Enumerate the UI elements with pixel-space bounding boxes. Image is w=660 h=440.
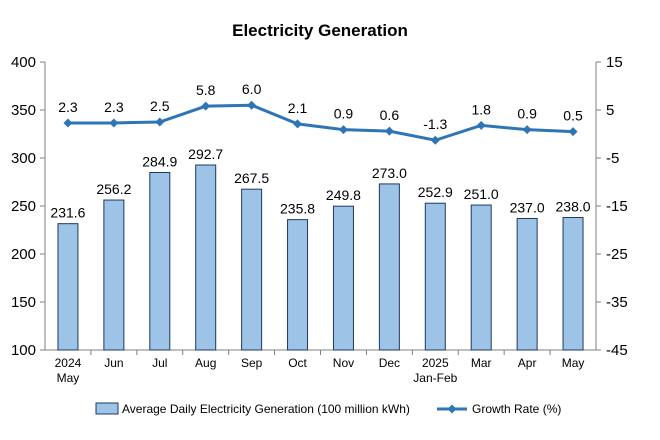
x-tick-label: Jul xyxy=(152,356,167,370)
line-point xyxy=(201,101,211,111)
plot-area: 100 150 200 250 300 350 400 -45 -35 -25 -15 -5 5 15 20… xyxy=(11,54,628,385)
legend: Average Daily Electricity Generation (10… xyxy=(95,402,561,416)
bar xyxy=(562,217,584,351)
line-data-label: -1.3 xyxy=(423,116,447,132)
bar-data-label: 256.2 xyxy=(96,181,131,197)
right-tick-label: 5 xyxy=(606,102,614,119)
line-point xyxy=(384,126,394,136)
line-point xyxy=(522,125,532,135)
right-tick-label: -35 xyxy=(606,294,628,311)
line-data-label: 2.1 xyxy=(288,100,308,116)
line-data-label: 2.3 xyxy=(58,99,78,115)
right-tick-label: -45 xyxy=(606,342,628,359)
bar-data-label: 252.9 xyxy=(418,184,453,200)
right-tick-label: -5 xyxy=(606,150,619,167)
bar-data-label: 284.9 xyxy=(142,153,177,169)
left-tick-label: 100 xyxy=(11,342,36,359)
x-tick-label: Aug xyxy=(195,356,216,370)
bar xyxy=(241,188,263,351)
line-point xyxy=(338,125,348,135)
x-tick-label: May xyxy=(57,371,80,385)
line-point xyxy=(568,127,578,137)
line-point xyxy=(293,119,303,129)
bar xyxy=(195,164,217,351)
bar-data-label: 249.8 xyxy=(326,187,361,203)
x-tick-label: 2025 xyxy=(422,356,449,370)
line-data-label: 0.5 xyxy=(563,108,583,124)
line-point xyxy=(430,135,440,145)
left-tick-label: 200 xyxy=(11,246,36,263)
bar xyxy=(378,183,400,351)
line-point xyxy=(63,118,73,128)
bar xyxy=(424,202,446,351)
line-data-label: 2.3 xyxy=(104,99,124,115)
bar-data-label: 292.7 xyxy=(188,146,223,162)
bar-data-label: 267.5 xyxy=(234,170,269,186)
bar-data-label: 237.0 xyxy=(510,199,545,215)
x-tick-label: Apr xyxy=(518,356,537,370)
left-tick-label: 150 xyxy=(11,294,36,311)
right-tick-label: -25 xyxy=(606,246,628,263)
line-data-label: 5.8 xyxy=(196,82,216,98)
x-tick-label: Jan-Feb xyxy=(413,371,457,385)
bar xyxy=(149,171,171,351)
left-tick-label: 400 xyxy=(11,54,36,71)
left-tick-label: 300 xyxy=(11,150,36,167)
bar-data-label: 231.6 xyxy=(50,205,85,221)
bar-data-label: 273.0 xyxy=(372,165,407,181)
line-data-label: 2.5 xyxy=(150,98,170,114)
right-tick-label: 15 xyxy=(606,54,623,71)
line-data-label: 6.0 xyxy=(242,81,262,97)
line-data-label: 1.8 xyxy=(471,101,491,117)
left-tick-label: 350 xyxy=(11,102,36,119)
x-tick-label: May xyxy=(562,356,585,370)
bar-data-label: 235.8 xyxy=(280,201,315,217)
chart-title: Electricity Generation xyxy=(232,21,408,40)
x-tick-label: Sep xyxy=(241,356,263,370)
x-tick-label: Dec xyxy=(379,356,400,370)
bar xyxy=(103,199,125,351)
line-point xyxy=(247,100,257,110)
x-tick-label: 2024 xyxy=(55,356,82,370)
line-data-label: 0.9 xyxy=(334,106,354,122)
growth-rate-line xyxy=(67,103,574,142)
x-tick-label: Nov xyxy=(333,356,354,370)
legend-line-label: Growth Rate (%) xyxy=(472,402,561,416)
legend-line-marker xyxy=(447,404,457,414)
bar xyxy=(516,217,538,351)
legend-bar-swatch xyxy=(95,402,119,415)
x-tick-label: Jun xyxy=(104,356,123,370)
bar-data-label: 251.0 xyxy=(464,186,499,202)
bar xyxy=(287,219,309,351)
line-point xyxy=(155,117,165,127)
bar xyxy=(57,223,79,351)
line-point xyxy=(476,120,486,130)
line-data-label: 0.6 xyxy=(380,107,400,123)
x-tick-label: Oct xyxy=(288,356,307,370)
bar xyxy=(470,204,492,351)
x-tick-label: Mar xyxy=(471,356,492,370)
bar xyxy=(332,205,354,351)
line-data-label: 0.9 xyxy=(517,106,537,122)
line-point xyxy=(109,118,119,128)
bar-data-label: 238.0 xyxy=(556,199,591,215)
legend-bar-label: Average Daily Electricity Generation (10… xyxy=(122,402,410,416)
right-tick-label: -15 xyxy=(606,198,628,215)
left-tick-label: 250 xyxy=(11,198,36,215)
